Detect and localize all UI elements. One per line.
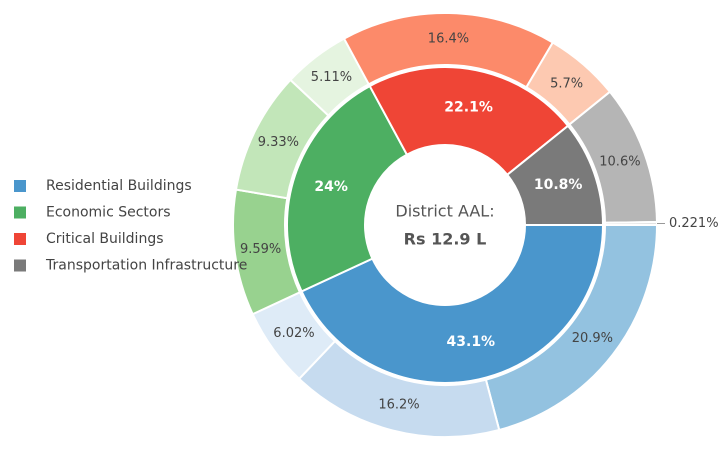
center-value: Rs 12.9 L: [404, 230, 487, 249]
legend-label: Transportation Infrastructure: [45, 258, 247, 274]
outer-label: 6.02%: [273, 326, 314, 341]
inner-label: 22.1%: [444, 99, 493, 115]
outer-label: 0.221%: [669, 216, 719, 231]
center-title: District AAL:: [395, 202, 494, 221]
legend-label: Economic Sectors: [46, 205, 171, 221]
outer-label: 5.11%: [311, 70, 352, 85]
legend-swatch: [14, 206, 26, 219]
inner-slice: [368, 66, 570, 177]
outer-label: 9.59%: [240, 242, 281, 257]
outer-label: 20.9%: [572, 331, 613, 346]
legend-label: Residential Buildings: [46, 178, 192, 194]
legend-swatch: [14, 233, 26, 245]
inner-label: 43.1%: [447, 334, 496, 350]
outer-label: 16.4%: [428, 32, 469, 47]
legend-label: Critical Buildings: [46, 231, 164, 247]
legend-swatch: [14, 259, 26, 272]
outer-label: 10.6%: [599, 154, 640, 169]
inner-label: 10.8%: [534, 177, 583, 193]
legend-swatch: [14, 180, 26, 192]
inner-label: 24%: [314, 179, 348, 195]
outer-slice: [603, 221, 659, 226]
outer-label: 9.33%: [258, 135, 299, 150]
outer-label: 16.2%: [378, 398, 419, 413]
inner-slice: [505, 124, 605, 226]
outer-label: 5.7%: [550, 77, 583, 92]
inner-slice: [286, 84, 409, 293]
inner-slice: [300, 224, 605, 384]
